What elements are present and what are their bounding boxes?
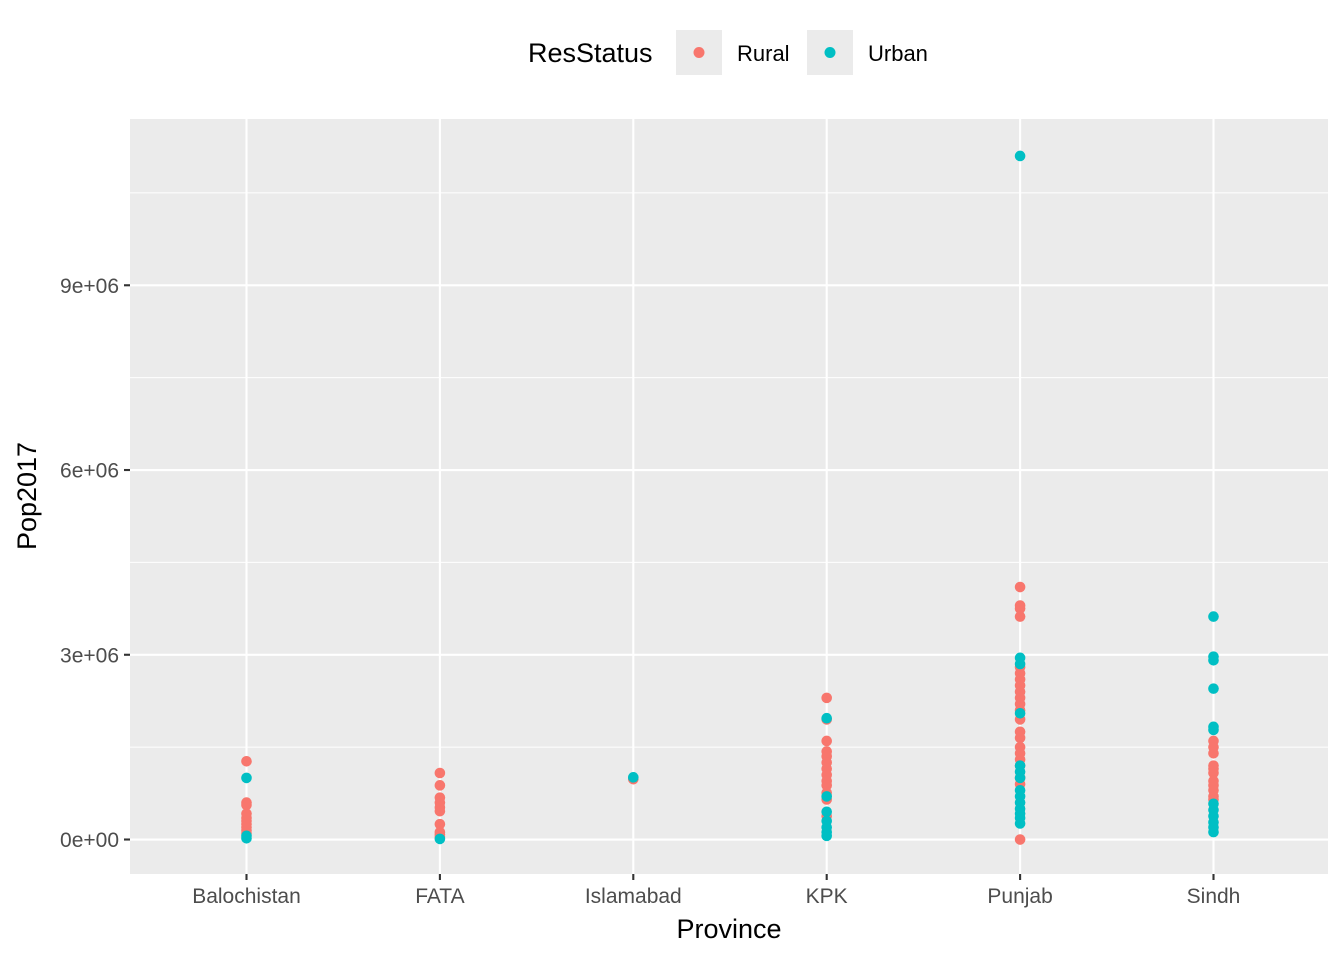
legend-label-rural: Rural	[737, 41, 790, 66]
x-tick-label-balochistan: Balochistan	[192, 885, 301, 908]
grid-minor	[130, 192, 1328, 748]
data-point-rural	[821, 692, 832, 704]
data-point-urban	[1014, 818, 1026, 829]
data-point-urban	[241, 832, 252, 844]
data-point-urban	[821, 806, 832, 818]
y-tick-label: 0e+00	[60, 829, 119, 852]
data-point-urban	[1014, 707, 1026, 719]
data-points	[241, 150, 1219, 845]
data-point-urban	[821, 830, 832, 842]
y-tick-label: 6e+06	[60, 460, 119, 483]
x-axis: Balochistan FATA Islamabad KPK Punjab Sindh	[192, 874, 1240, 908]
data-point-rural	[434, 780, 446, 791]
grid-major	[130, 119, 1328, 874]
x-tick-label-kpk: KPK	[806, 885, 848, 908]
data-point-urban	[628, 772, 639, 783]
data-point-urban	[1014, 150, 1026, 162]
data-point-urban	[1208, 611, 1219, 622]
data-point-urban	[1014, 658, 1026, 670]
data-point-urban	[1208, 683, 1219, 694]
data-point-rural	[434, 805, 446, 817]
y-tick-label: 3e+06	[60, 644, 119, 667]
x-axis-title: Province	[676, 914, 781, 944]
x-tick-label-islamabad: Islamabad	[585, 885, 682, 908]
x-tick-label-sindh: Sindh	[1187, 885, 1241, 908]
data-point-rural	[1014, 581, 1026, 593]
data-point-rural	[1014, 732, 1026, 744]
data-point-urban	[1208, 655, 1219, 666]
data-point-rural	[434, 818, 446, 830]
data-point-urban	[1014, 772, 1026, 784]
data-point-rural	[1014, 603, 1026, 614]
data-point-urban	[241, 772, 252, 784]
data-point-rural	[1014, 611, 1026, 622]
x-tick-label-fata: FATA	[415, 885, 464, 908]
data-point-rural	[821, 735, 832, 747]
legend-key-urban	[824, 47, 836, 58]
data-point-urban	[1208, 826, 1219, 838]
legend-title: ResStatus	[528, 38, 653, 68]
data-point-rural	[1208, 747, 1219, 759]
data-point-urban	[1208, 724, 1219, 736]
data-point-urban	[821, 791, 832, 802]
data-point-rural	[241, 799, 252, 811]
data-point-rural	[434, 767, 446, 779]
x-tick-label-punjab: Punjab	[987, 885, 1052, 908]
data-point-urban	[821, 712, 832, 724]
data-point-rural	[1208, 767, 1219, 779]
legend: ResStatus Rural Urban	[528, 30, 928, 75]
legend-label-urban: Urban	[868, 41, 928, 66]
y-tick-label: 9e+06	[60, 275, 119, 298]
legend-key-rural	[693, 47, 705, 58]
data-point-rural	[241, 756, 252, 767]
data-point-rural	[1014, 834, 1026, 845]
y-axis: 0e+00 3e+06 6e+06 9e+06	[60, 275, 130, 852]
data-point-rural	[821, 780, 832, 791]
y-axis-title: Pop2017	[12, 442, 42, 550]
plot-panel	[130, 119, 1328, 874]
data-point-urban	[434, 833, 446, 845]
